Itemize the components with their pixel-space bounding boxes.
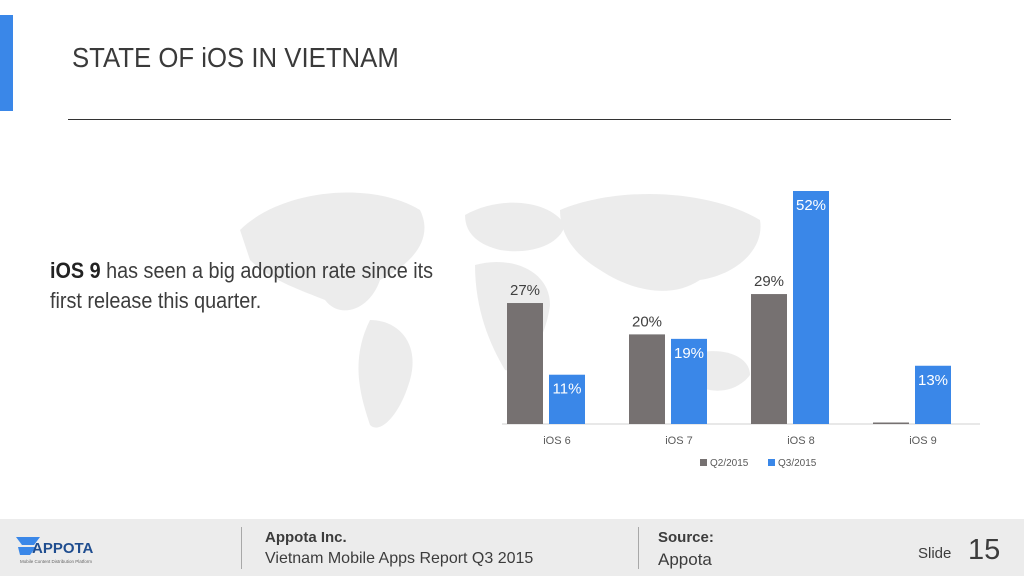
slide-number: 15 bbox=[968, 534, 1001, 566]
bar-Q2-2015-iOS-9 bbox=[873, 422, 909, 424]
appota-logo: APPOTA Mobile Content Distribution Platf… bbox=[16, 537, 94, 564]
footer-divider-left bbox=[241, 527, 242, 569]
slide-title: STATE OF iOS IN VIETNAM bbox=[72, 42, 399, 73]
footer-report-title: Vietnam Mobile Apps Report Q3 2015 bbox=[265, 550, 534, 567]
data-label: 52% bbox=[796, 197, 826, 214]
x-tick-label: iOS 9 bbox=[909, 435, 937, 447]
footer-source-value: Appota bbox=[658, 550, 712, 569]
title-divider bbox=[68, 119, 951, 120]
data-label: 27% bbox=[510, 282, 540, 299]
legend-label: Q3/2015 bbox=[778, 458, 817, 469]
slide-footer: APPOTA Mobile Content Distribution Platf… bbox=[0, 519, 1024, 576]
bar-Q3-2015-iOS-8 bbox=[793, 191, 829, 424]
bar-Q2-2015-iOS-7 bbox=[629, 334, 665, 424]
x-tick-label: iOS 8 bbox=[787, 435, 815, 447]
data-label: 13% bbox=[918, 372, 948, 389]
x-tick-label: iOS 7 bbox=[665, 435, 693, 447]
bar-Q3-2015-iOS-9 bbox=[915, 365, 951, 424]
ios-version-bar-chart: 27% 11% iOS 6 20% 19% iOS 7 29% 52% iOS 8 13% iOS … bbox=[502, 191, 980, 469]
bar-Q2-2015-iOS-8 bbox=[751, 294, 787, 424]
legend-swatch bbox=[768, 459, 775, 466]
logo-arrow-icon bbox=[16, 537, 40, 555]
legend-label: Q2/2015 bbox=[710, 458, 749, 469]
data-label: 19% bbox=[674, 345, 704, 362]
footer-source-label: Source: bbox=[658, 529, 714, 546]
data-label: 20% bbox=[632, 313, 662, 330]
footer-company: Appota Inc. bbox=[265, 529, 347, 546]
bar-Q3-2015-iOS-6 bbox=[549, 374, 585, 424]
key-insight-statement: iOS 9 has seen a big adoption rate since… bbox=[50, 256, 437, 316]
data-label: 29% bbox=[754, 273, 784, 290]
statement-highlight: iOS 9 bbox=[50, 258, 101, 283]
footer-divider-right bbox=[638, 527, 639, 569]
bar-Q2-2015-iOS-6 bbox=[507, 303, 543, 424]
logo-wordmark: APPOTA bbox=[32, 540, 94, 557]
title-accent-bar bbox=[0, 15, 13, 111]
logo-tagline: Mobile Content Distribution Platform bbox=[20, 559, 92, 564]
data-label: 11% bbox=[553, 381, 582, 398]
statement-text: has seen a big adoption rate since its f… bbox=[50, 258, 434, 313]
x-tick-label: iOS 6 bbox=[543, 435, 571, 447]
slide-number-label: Slide bbox=[918, 545, 952, 562]
bar-Q3-2015-iOS-7 bbox=[671, 338, 707, 424]
legend-swatch bbox=[700, 459, 707, 466]
